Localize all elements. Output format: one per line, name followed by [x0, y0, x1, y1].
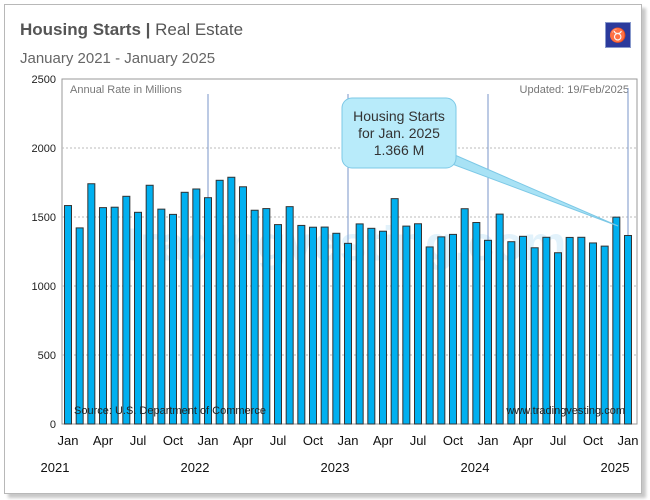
x-tick-label: Oct [583, 433, 604, 448]
x-tick-label: Jan [198, 433, 219, 448]
bar [87, 183, 96, 425]
bar [309, 226, 317, 425]
bar [122, 195, 131, 425]
bar [110, 206, 119, 425]
bar [600, 245, 609, 425]
x-tick-label: Jan [338, 433, 359, 448]
bar [145, 184, 154, 425]
source-label: Source: U.S. Department of Commerce [74, 405, 266, 417]
x-tick-label: Oct [443, 433, 464, 448]
bar [472, 222, 481, 425]
title-rest: Real Estate [155, 20, 244, 39]
bar [402, 225, 411, 425]
bar [332, 232, 341, 425]
bar [530, 247, 539, 425]
bar [262, 208, 271, 425]
y-tick-label: 1500 [32, 212, 56, 224]
bar [239, 186, 247, 425]
bar [274, 224, 282, 425]
bar [624, 234, 632, 425]
bar [192, 188, 201, 425]
bar [285, 206, 294, 425]
x-tick-label: Jul [550, 433, 567, 448]
y-tick-label: 500 [38, 350, 56, 362]
bar [344, 242, 352, 425]
x-tick-label: Jan [58, 433, 79, 448]
y-tick-label: 2000 [32, 143, 56, 155]
bar [460, 208, 469, 425]
bar [519, 235, 527, 425]
bar [367, 227, 376, 425]
bar [565, 236, 574, 425]
x-tick-label: Oct [303, 433, 324, 448]
x-tick-label: Apr [93, 433, 114, 448]
bar [227, 176, 236, 425]
x-year-label: 2023 [321, 460, 350, 475]
x-year-label: 2024 [461, 460, 490, 475]
x-tick-label: Jan [478, 433, 499, 448]
title-separator: | [145, 20, 151, 39]
x-tick-label: Jan [618, 433, 639, 448]
bar [204, 197, 212, 425]
bar [437, 236, 446, 425]
x-tick-label: Apr [233, 433, 254, 448]
bar [542, 236, 551, 425]
y-tick-label: 0 [50, 419, 56, 431]
bar [157, 208, 166, 425]
bar [484, 239, 492, 425]
bar [180, 191, 189, 425]
x-tick-label: Jul [270, 433, 287, 448]
callout-text: 1.366 M [374, 142, 425, 158]
chart-title: Housing Starts | Real Estate [20, 20, 243, 40]
bar [297, 224, 306, 425]
bar [612, 216, 621, 425]
bar [425, 246, 434, 425]
x-year-label: 2021 [41, 460, 70, 475]
logo-icon[interactable]: ♉ [605, 22, 631, 48]
y-tick-label: 1000 [32, 281, 56, 293]
bar [99, 207, 107, 425]
bar [215, 179, 224, 425]
x-tick-label: Apr [373, 433, 394, 448]
bar [577, 236, 586, 425]
x-tick-label: Jul [410, 433, 427, 448]
bar [507, 241, 516, 425]
bar [495, 213, 504, 425]
callout-text: for Jan. 2025 [358, 125, 440, 141]
bar [75, 227, 84, 425]
title-bold: Housing Starts [20, 20, 141, 39]
bar [64, 205, 72, 425]
bar [449, 233, 457, 425]
credit-label: www.tradingvesting.com [505, 405, 625, 417]
y-tick-label: 2500 [32, 74, 56, 86]
x-tick-label: Oct [163, 433, 184, 448]
x-tick-label: Jul [130, 433, 147, 448]
chart-subtitle: January 2021 - January 2025 [20, 50, 216, 67]
bar [134, 211, 142, 425]
updated-label: Updated: 19/Feb/2025 [520, 84, 629, 96]
callout-box [341, 97, 457, 169]
bar [589, 242, 597, 425]
x-tick-label: Apr [513, 433, 534, 448]
bar [554, 252, 562, 425]
bar [414, 223, 422, 425]
bar [355, 223, 364, 425]
bar [390, 198, 399, 425]
bar [320, 226, 329, 425]
bar [169, 213, 177, 425]
x-year-label: 2022 [181, 460, 210, 475]
y-axis-label: Annual Rate in Millions [70, 84, 182, 96]
x-year-label: 2025 [601, 460, 630, 475]
bar [250, 209, 259, 425]
callout-text: Housing Starts [353, 108, 445, 124]
bar [379, 230, 387, 425]
